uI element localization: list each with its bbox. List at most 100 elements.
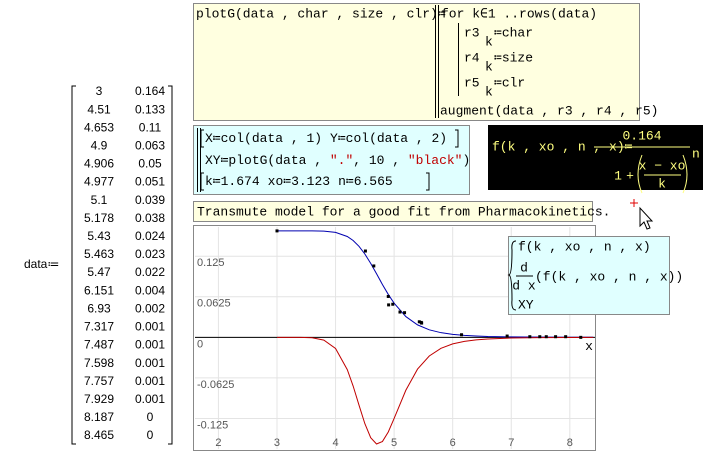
- model-box: [488, 125, 703, 190]
- matrix-brackets: [71, 85, 173, 445]
- definitions-box: [193, 125, 470, 195]
- assignment-index: k: [485, 59, 493, 74]
- trace-line: [276, 230, 594, 338]
- matrix: 3 0.164 4.51 0.133 4.653 0.11 4.9 0.063 4.906 0.0…: [84, 84, 165, 442]
- matrix-cell: 0.024: [135, 229, 165, 243]
- data-point: [363, 249, 367, 253]
- matrix-cell: 7.317: [84, 320, 114, 334]
- matrix-cell: 0.051: [135, 175, 165, 189]
- data-point: [564, 335, 568, 339]
- definition-part: xo≔3.123: [268, 174, 330, 189]
- definition-part: XY≔plotG(data ,: [205, 153, 330, 168]
- matrix-cell: 7.929: [84, 392, 114, 406]
- data-point: [398, 310, 402, 314]
- legend-entry: XY: [518, 297, 534, 312]
- crosshair: [630, 199, 638, 207]
- data-point: [460, 333, 464, 337]
- matrix-cell: 8.187: [84, 410, 114, 424]
- matrix-cell: 5.43: [87, 229, 111, 243]
- assignment-name: r4: [464, 50, 480, 65]
- matrix-cell: 5.178: [84, 211, 114, 225]
- y-tick-label: 0.125: [197, 257, 225, 269]
- legend-box: [508, 236, 670, 315]
- matrix-cell: 4.51: [87, 102, 111, 116]
- matrix-cell: 0.05: [138, 157, 162, 171]
- y-tick-label: 0.0625: [197, 298, 231, 310]
- data-point: [554, 335, 558, 339]
- definition-string: "black": [408, 153, 463, 168]
- y-tick-label: -0.125: [197, 419, 228, 431]
- matrix-cell: 0.11: [139, 120, 162, 134]
- assignment-name: r3: [464, 25, 480, 40]
- matrix-cell: 4.906: [84, 157, 114, 171]
- matrix-cell: 0: [147, 410, 154, 424]
- data-point: [386, 294, 390, 298]
- matrix-cell: 0.001: [135, 338, 165, 352]
- data-point: [579, 335, 583, 339]
- matrix-cell: 0.001: [135, 356, 165, 370]
- matrix-cell: 5.47: [87, 265, 111, 279]
- y-tick-label: 0: [197, 338, 203, 350]
- matrix-cell: 0.063: [135, 138, 165, 152]
- mouse-cursor: [639, 206, 654, 230]
- matrix-cell: 0.001: [135, 374, 165, 388]
- model-inner-denominator: k: [658, 176, 666, 191]
- legend-operator: d x: [512, 278, 536, 293]
- assignment-index: k: [485, 84, 493, 99]
- legend-entry: f(k , xo , n , x): [518, 239, 651, 254]
- legend-operator: d: [520, 260, 528, 275]
- assignment-expr: ≔char: [494, 25, 533, 40]
- data-point: [372, 264, 376, 268]
- data-point: [544, 335, 548, 339]
- data-point: [420, 321, 424, 325]
- model-one: 1: [614, 168, 622, 183]
- data-point: [505, 334, 509, 338]
- matrix-cell: 4.9: [91, 138, 108, 152]
- traces: [275, 229, 594, 445]
- y-tick-label: -0.0625: [197, 379, 234, 391]
- matrix-cell: 6.93: [87, 301, 111, 315]
- data-point: [538, 335, 542, 339]
- assignment-index: k: [485, 34, 493, 49]
- matrix-cell: 7.757: [84, 374, 114, 388]
- definition-part: ): [462, 153, 470, 168]
- program-result: augment(data , r3 , r4 , r5): [440, 103, 658, 118]
- matrix-cell: 7.487: [84, 338, 114, 352]
- matrix-cell: 0.022: [135, 265, 165, 279]
- definition-part: n≔6.565: [338, 174, 393, 189]
- matrix-cell: 0.001: [135, 320, 165, 334]
- matrix-cell: 6.151: [84, 283, 114, 297]
- model-numerator: 0.164: [622, 128, 661, 143]
- data-point: [391, 302, 395, 306]
- definition-part: , 10 ,: [353, 153, 408, 168]
- matrix-cell: 4.977: [84, 175, 114, 189]
- matrix-cell: 0.023: [135, 247, 165, 261]
- trace-line: [276, 336, 594, 445]
- matrix-cell: 7.598: [84, 356, 114, 370]
- definition: k≔1.674 xo≔3.123 n≔6.565: [205, 174, 393, 189]
- matrix-cell: 8.465: [84, 428, 114, 442]
- model-lhs: f(k , xo , n , x)≔: [492, 139, 633, 154]
- definition: X≔col(data , 1) Y≔col(data , 2): [205, 131, 447, 146]
- matrix-cell: 0.038: [135, 211, 165, 225]
- legend-entry: (f(k , xo , n , x)): [535, 269, 683, 284]
- matrix-cell: 4.653: [84, 120, 114, 134]
- program-loop: for k∈1 ..rows(data): [441, 6, 597, 21]
- matrix-label: data≔: [24, 257, 59, 271]
- definition-part: Y≔col(data , 2): [330, 131, 447, 146]
- definition-part: k≔1.674: [205, 174, 260, 189]
- program-bars: [435, 5, 459, 118]
- model-inner-numerator: x − xo: [639, 158, 686, 173]
- data-point: [275, 229, 279, 233]
- data-point: [528, 335, 532, 339]
- x-axis-label: x: [585, 339, 593, 354]
- matrix-cell: 0.002: [135, 301, 165, 315]
- parentheses: [637, 154, 688, 194]
- x-tick-label: 2: [215, 437, 221, 449]
- matrix-cell: 3: [96, 84, 103, 98]
- model-power: n: [692, 146, 700, 161]
- definition-part: X≔col(data , 1): [205, 131, 322, 146]
